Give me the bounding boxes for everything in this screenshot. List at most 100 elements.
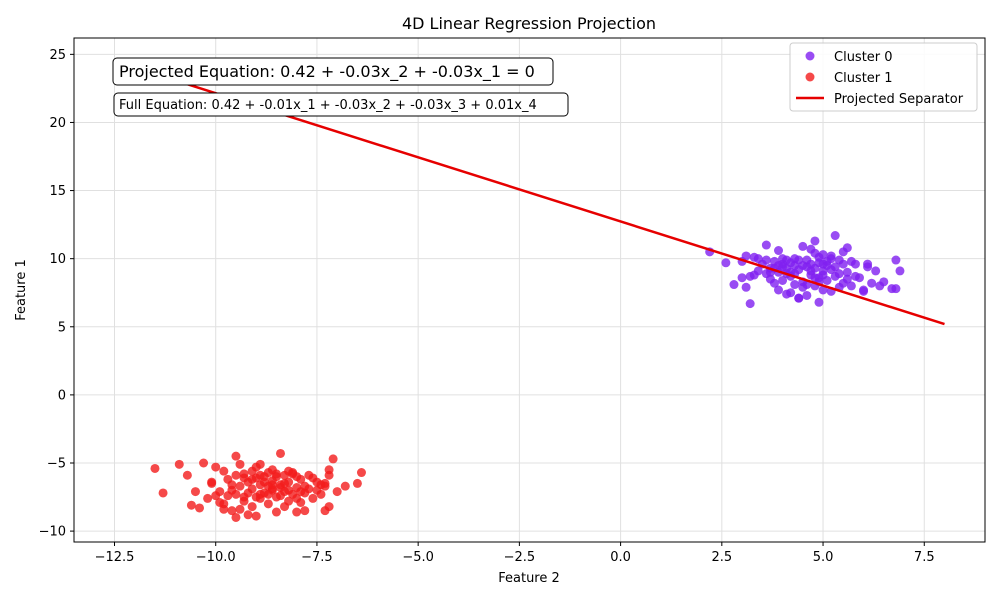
cluster-0-point [859,285,869,295]
cluster-0-point [761,240,771,250]
cluster-1-point [182,470,192,480]
cluster-0-point [863,259,873,269]
projected-equation-text: Projected Equation: 0.42 + -0.03x_2 + -0… [119,62,535,82]
cluster-0-point [891,255,901,265]
cluster-1-point [275,491,285,501]
y-tick-label: 0 [58,388,66,403]
cluster-1-point [284,485,294,495]
cluster-1-point [312,485,322,495]
cluster-1-point [308,473,318,483]
legend-marker-cluster-0 [805,51,815,61]
cluster-0-point [753,266,763,276]
cluster-0-point [778,275,788,285]
cluster-1-point [190,487,200,497]
y-tick-label: 20 [49,116,66,131]
x-tick-label: −2.5 [504,550,536,565]
cluster-1-point [247,502,257,512]
y-tick-label: 10 [49,252,66,267]
cluster-1-point [275,448,285,458]
cluster-0-point [741,282,751,292]
cluster-0-point [778,254,788,264]
cluster-0-point [798,282,808,292]
cluster-1-point [271,472,281,482]
cluster-0-point [826,251,836,261]
cluster-0-point [761,255,771,265]
y-axis-label: Feature 1 [14,259,29,321]
cluster-0-point [818,270,828,280]
full-equation-frame [113,92,569,117]
cluster-1-point [235,504,245,514]
cluster-1-point [211,462,221,472]
x-tick-label: −5.0 [402,550,434,565]
legend: Cluster 0 Cluster 1 Projected Separator [789,42,978,112]
cluster-0-point [790,260,800,270]
x-tick-label: 0.0 [610,550,631,565]
x-tick-label: −7.5 [301,550,333,565]
cluster-0-point [842,243,852,253]
cluster-0-point [838,259,848,269]
cluster-1-point [207,478,217,488]
cluster-1-point [280,502,290,512]
cluster-0-point [798,241,808,251]
cluster-0-point [891,284,901,294]
cluster-0-point [846,256,856,266]
cluster-1-point [195,503,205,513]
scatter-points [150,231,905,522]
cluster-1-point [199,458,209,468]
cluster-1-point [267,465,277,475]
legend-box [789,42,978,112]
cluster-0-point [818,259,828,269]
cluster-0-point [794,293,804,303]
x-tick-label: −10.0 [196,550,236,565]
y-tick-label: 25 [49,48,66,63]
x-axis-ticks: −12.5 −10.0 −7.5 −5.0 −2.5 0.0 2.5 5.0 7.5 [95,542,935,565]
x-tick-label: 5.0 [813,550,834,565]
cluster-1-point [292,493,302,503]
cluster-0-point [753,254,763,264]
plot-frame [73,37,986,543]
cluster-1-point [215,487,225,497]
cluster-1-point [324,502,334,512]
gridlines [74,38,985,542]
cluster-0-point [810,273,820,283]
cluster-1-point [231,470,241,480]
cluster-1-point [259,477,269,487]
cluster-1-point [275,483,285,493]
cluster-0-point [782,289,792,299]
cluster-0-point [879,277,889,287]
cluster-1-point [186,500,196,510]
legend-label-cluster-0: Cluster 0 [834,50,893,65]
cluster-1-point [239,492,249,502]
cluster-1-point [263,499,273,509]
cluster-1-point [292,472,302,482]
projected-equation-box: Projected Equation: 0.42 + -0.03x_2 + -0… [112,57,554,86]
cluster-1-point [243,510,253,520]
cluster-0-point [810,236,820,246]
cluster-1-point [263,489,273,499]
y-tick-label: −10 [39,525,66,540]
cluster-0-point [810,248,820,258]
cluster-0-point [721,258,731,268]
cluster-1-point [324,470,334,480]
legend-label-cluster-1: Cluster 1 [834,71,893,86]
cluster-1-point [219,499,229,509]
y-axis-ticks: −10 −5 0 5 10 15 20 25 [39,48,74,540]
cluster-0-point [769,278,779,288]
cluster-1-point [304,484,314,494]
cluster-1-point [243,477,253,487]
cluster-0-point [729,280,739,290]
projected-equation-frame [112,57,554,86]
cluster-1-point [328,454,338,464]
cluster-0-point [842,274,852,284]
x-tick-label: 2.5 [711,550,732,565]
x-tick-label: −12.5 [95,550,135,565]
x-tick-label: 7.5 [914,550,935,565]
cluster-0-point [895,266,905,276]
cluster-1-point [300,506,310,516]
cluster-0-point [818,285,828,295]
cluster-1-point [251,511,261,521]
legend-label-separator: Projected Separator [834,92,964,107]
cluster-1-point [332,487,342,497]
cluster-0-point [737,273,747,283]
